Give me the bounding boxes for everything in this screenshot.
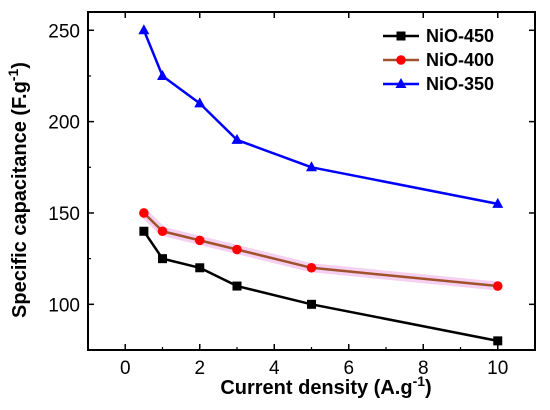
y-tick-label: 200 xyxy=(48,113,80,134)
plot-frame xyxy=(87,11,536,351)
x-tick-label: 4 xyxy=(269,358,280,379)
data-point-circle xyxy=(232,244,242,255)
data-point-circle xyxy=(492,281,503,291)
y-tick-label: 100 xyxy=(48,295,80,316)
legend-item: NiO-400 xyxy=(383,50,494,70)
y-axis-title: Specific capacitance (F.g-1) xyxy=(5,62,31,318)
data-point-square xyxy=(195,263,205,273)
data-point-triangle xyxy=(306,161,317,172)
x-tick-label: 2 xyxy=(194,358,205,379)
data-point-square xyxy=(232,281,242,291)
data-point-circle xyxy=(306,262,317,273)
data-point-circle xyxy=(139,208,149,218)
x-tick-label: 10 xyxy=(487,358,508,379)
data-point-square xyxy=(158,254,167,264)
data-point-circle xyxy=(194,235,205,246)
series-nio-400 xyxy=(139,208,503,291)
plot-area xyxy=(88,12,535,350)
x-tick-label: 6 xyxy=(343,358,354,379)
legend-item: NiO-450 xyxy=(383,26,494,46)
data-point-triangle xyxy=(231,133,243,144)
series-layer xyxy=(138,24,504,346)
data-point-triangle xyxy=(138,24,150,35)
y-tick-label: 250 xyxy=(48,21,80,42)
series-line xyxy=(142,230,498,343)
data-point-square xyxy=(493,336,503,346)
legend-label: NiO-350 xyxy=(426,74,494,94)
data-point-triangle xyxy=(492,197,504,208)
x-tick-label: 0 xyxy=(120,358,131,379)
data-point-circle xyxy=(396,55,406,65)
data-point-triangle xyxy=(395,78,407,88)
x-axis-title-close: ) xyxy=(425,377,432,399)
plot-background xyxy=(88,12,535,350)
legend-label: NiO-400 xyxy=(426,50,494,70)
data-point-square xyxy=(307,299,316,309)
legend-item: NiO-350 xyxy=(383,74,494,94)
data-point-triangle xyxy=(194,97,206,108)
plot-border xyxy=(87,11,536,351)
y-axis-title-sup: -1 xyxy=(5,69,21,82)
legend: NiO-450 NiO-400 NiO-350 xyxy=(383,26,494,94)
data-point-circle xyxy=(157,226,168,237)
x-axis-title: Current density (A.g-1) xyxy=(220,373,431,399)
series-line xyxy=(142,29,498,206)
y-axis-title-close: ) xyxy=(9,62,31,69)
series-nio-350 xyxy=(138,24,504,208)
data-point-square xyxy=(396,31,406,41)
x-axis-title-sup: -1 xyxy=(413,373,426,389)
data-point-triangle xyxy=(157,69,168,80)
data-point-square xyxy=(139,226,149,236)
legend-label: NiO-450 xyxy=(426,26,494,46)
x-tick-label: 8 xyxy=(418,358,429,379)
series-nio-450 xyxy=(139,226,503,346)
y-tick-label: 150 xyxy=(48,204,80,225)
